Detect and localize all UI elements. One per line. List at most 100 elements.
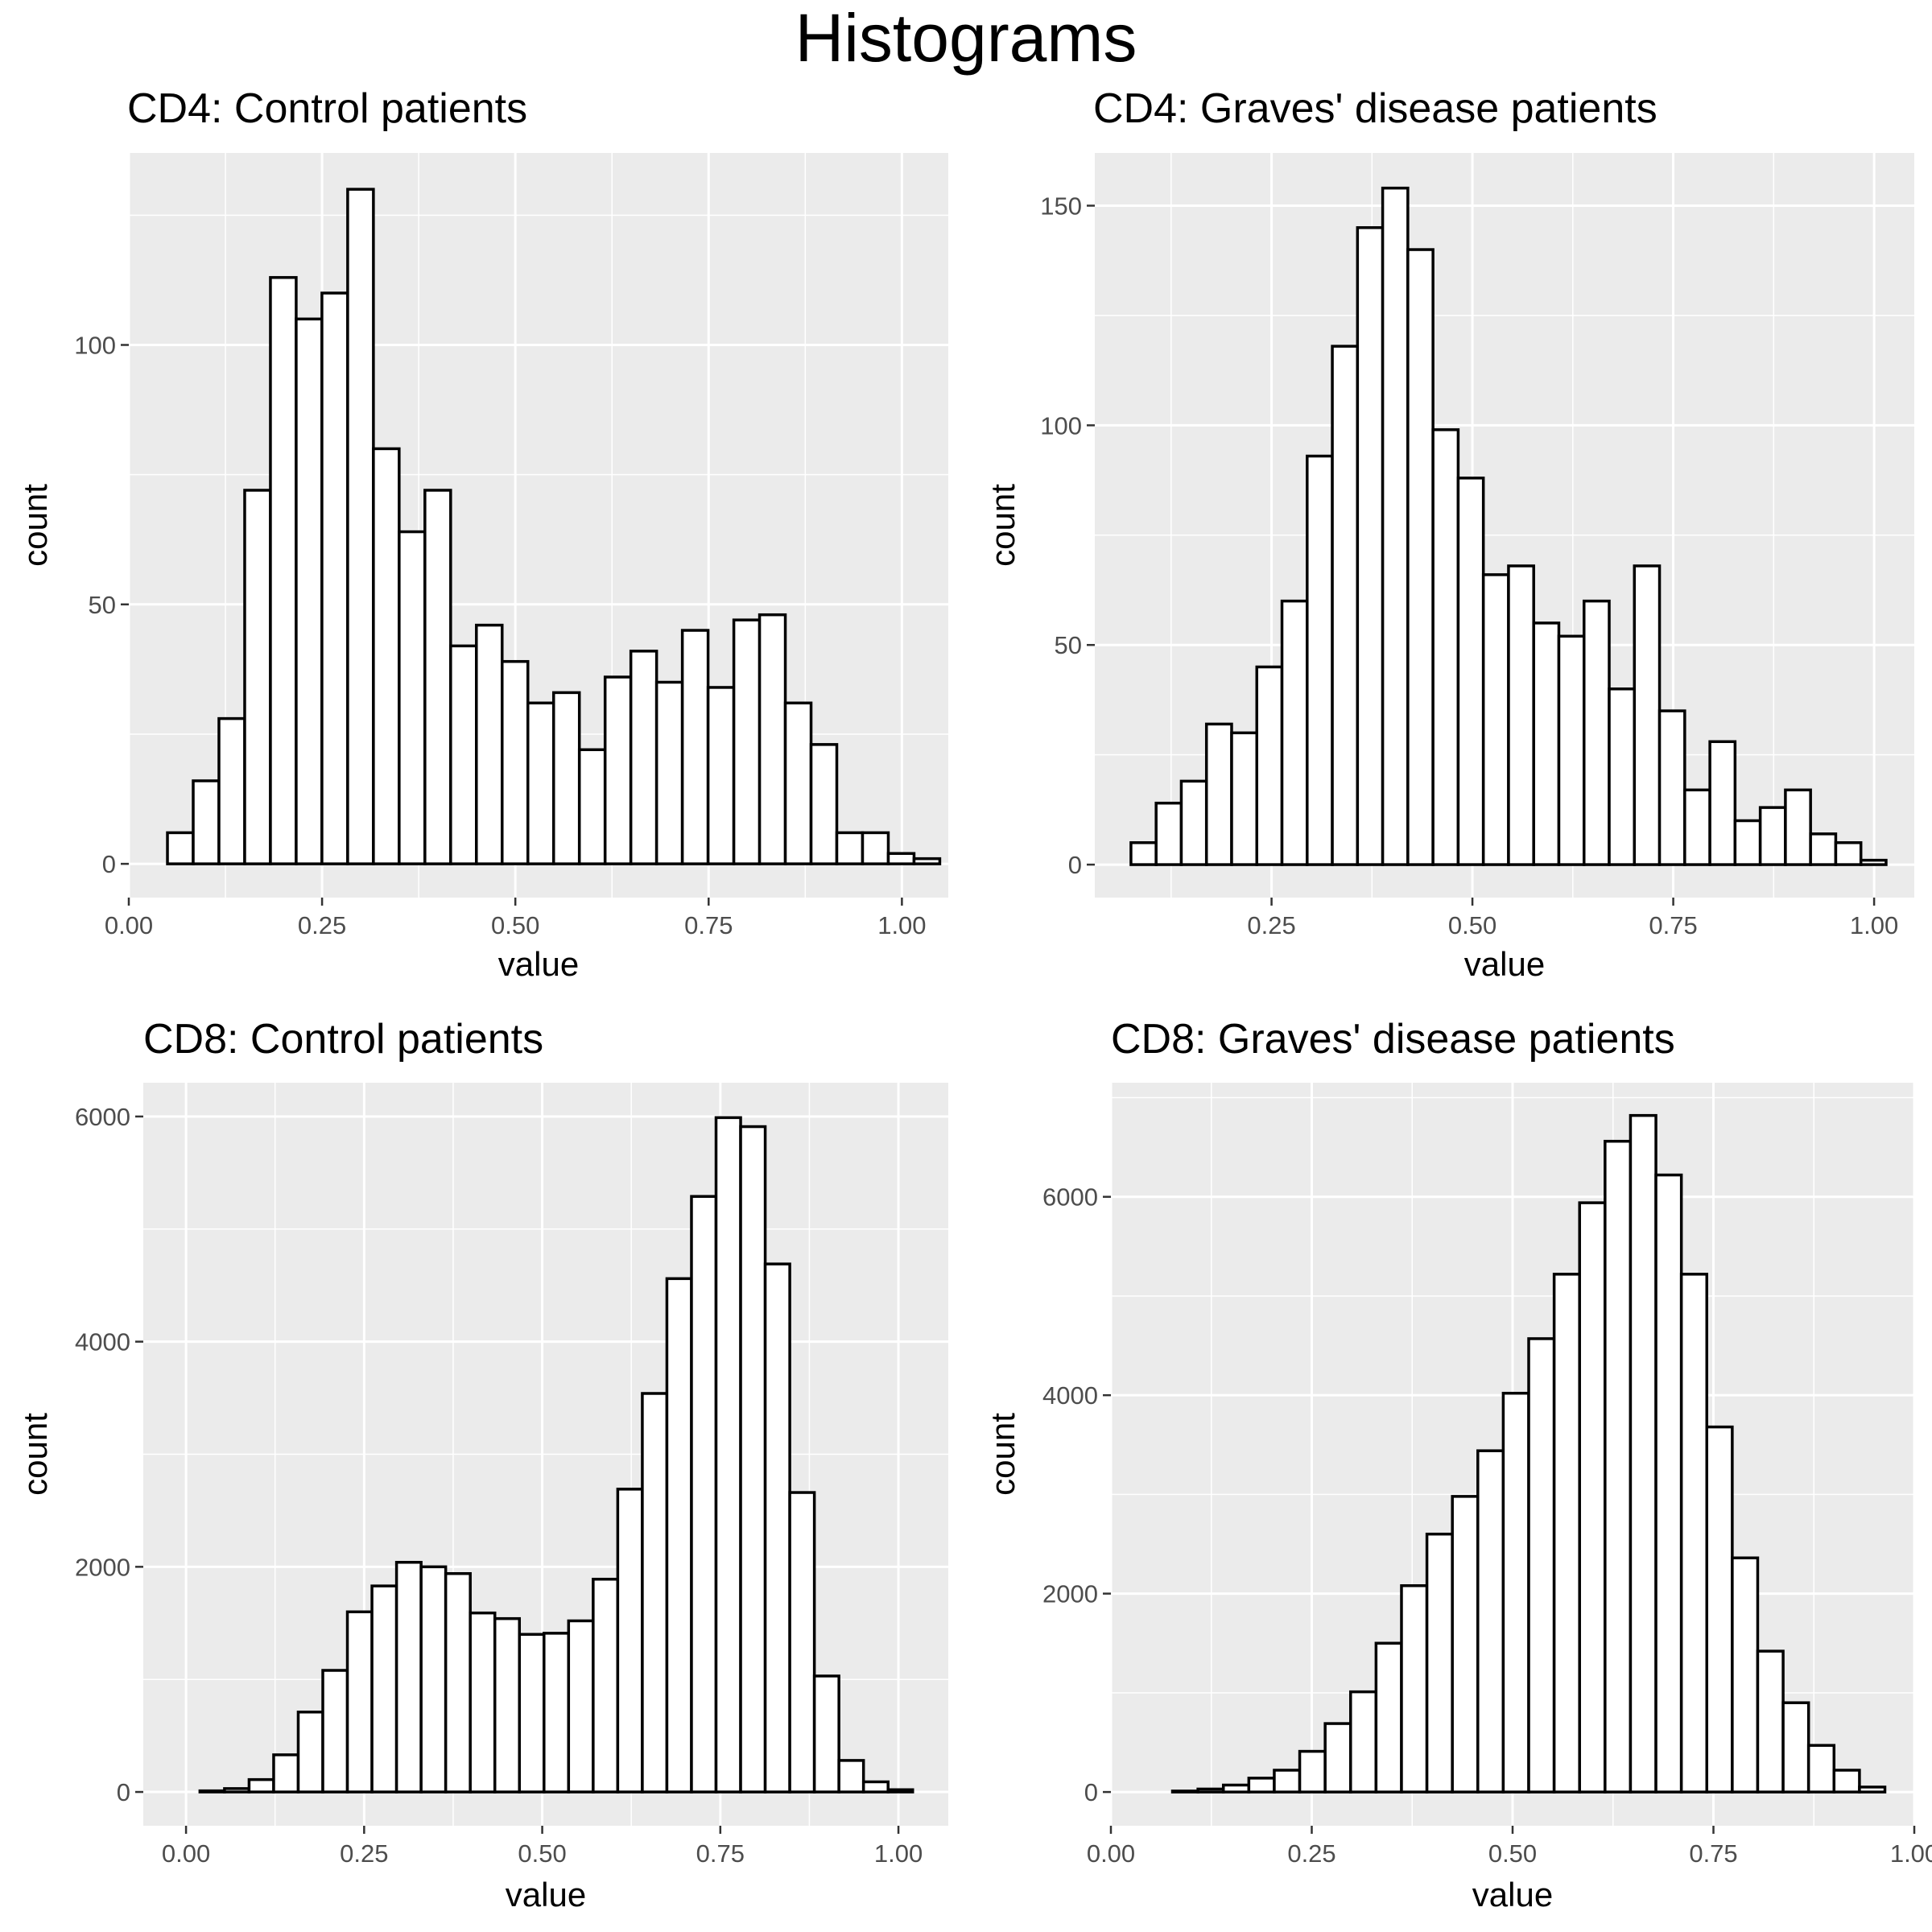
histogram-bar xyxy=(1708,740,1737,866)
figure-title: Histograms xyxy=(795,0,1137,76)
y-axis-title: count xyxy=(984,484,1022,567)
histogram-bar xyxy=(1781,1701,1810,1794)
histogram-bar xyxy=(1204,722,1233,866)
histogram-bar xyxy=(1306,454,1334,866)
histogram-bar xyxy=(1733,819,1762,866)
x-tick-label: 0.50 xyxy=(1448,911,1496,939)
histogram-bar xyxy=(449,644,478,865)
histogram-bar xyxy=(217,716,246,865)
histogram-bar xyxy=(272,1753,300,1794)
histogram-bar xyxy=(1859,858,1888,866)
panel-title: CD8: Graves' disease patients xyxy=(1111,1016,1675,1063)
histogram-bar xyxy=(732,618,762,865)
histogram-bar xyxy=(1758,806,1787,866)
chart-panel-1: 0.00 0.25 0.50 0.75 1.00 0 50 100 CD4: Control p… xyxy=(16,85,948,983)
histogram-bar xyxy=(269,275,298,865)
histogram-bar xyxy=(835,831,865,865)
x-tick-label: 0.75 xyxy=(684,911,733,939)
histogram-bar xyxy=(1679,1273,1709,1794)
histogram-bar xyxy=(665,1277,693,1794)
histogram-bar xyxy=(1608,687,1637,866)
y-tick-label: 6000 xyxy=(75,1103,130,1131)
y-tick-label: 4000 xyxy=(1042,1381,1098,1410)
histogram-bar xyxy=(641,1392,669,1794)
histogram-bar xyxy=(629,650,658,865)
histogram-bar xyxy=(320,291,349,865)
histogram-bar xyxy=(198,1789,226,1794)
x-tick-label: 1.00 xyxy=(877,911,926,939)
histogram-bar xyxy=(1179,779,1208,866)
x-tick-label: 0.25 xyxy=(1247,911,1295,939)
x-tick-label: 0.25 xyxy=(298,911,346,939)
histogram-bar xyxy=(1255,665,1284,866)
histogram-bar xyxy=(1431,428,1460,866)
histogram-bar xyxy=(912,857,942,865)
histogram-bar xyxy=(809,743,839,865)
histogram-bar xyxy=(1425,1532,1454,1794)
histogram-bar xyxy=(788,1491,816,1794)
histogram-bar xyxy=(1654,1173,1683,1794)
histogram-bar xyxy=(886,1788,914,1794)
histogram-bar xyxy=(1784,788,1812,866)
panel-title: CD4: Control patients xyxy=(127,85,527,132)
histogram-bar xyxy=(1298,1749,1327,1794)
histogram-bar xyxy=(372,447,401,865)
histogram-bar xyxy=(1381,186,1410,866)
y-tick-label: 2000 xyxy=(1042,1580,1098,1608)
histogram-bar xyxy=(714,1116,742,1794)
histogram-bar xyxy=(469,1611,497,1794)
histogram-bar xyxy=(1481,573,1510,866)
histogram-bar xyxy=(783,701,813,865)
chart-panel-4: 0.00 0.25 0.50 0.75 1.00 0 2000 4000 6000 CD8: Gr… xyxy=(984,1016,1932,1913)
y-axis-title: count xyxy=(16,484,54,567)
histogram-bar xyxy=(861,1780,890,1794)
histogram-bar xyxy=(1604,1139,1633,1794)
histogram-bar xyxy=(1858,1785,1887,1794)
histogram-bar xyxy=(616,1488,644,1794)
histogram-bar xyxy=(1629,1113,1657,1794)
y-tick-label: 4000 xyxy=(75,1328,130,1356)
x-tick-label: 0.75 xyxy=(696,1839,745,1868)
histogram-bar xyxy=(1374,1641,1403,1794)
histogram-bar xyxy=(192,779,221,865)
histogram-bar xyxy=(1331,345,1360,866)
histogram-bar xyxy=(1633,564,1662,866)
histogram-bar xyxy=(603,675,633,865)
histogram-bar xyxy=(1552,1273,1581,1794)
histogram-bar xyxy=(812,1674,840,1794)
y-axis-title: count xyxy=(16,1413,54,1496)
x-tick-label: 0.25 xyxy=(340,1839,388,1868)
histogram-bar xyxy=(223,1787,251,1794)
histogram-bar xyxy=(1154,801,1183,866)
histogram-bar xyxy=(1705,1425,1734,1794)
x-tick-label: 0.50 xyxy=(491,911,539,939)
histogram-bar xyxy=(296,1711,324,1794)
histogram-bar xyxy=(1129,841,1158,866)
histogram-bar xyxy=(592,1577,620,1794)
x-tick-label: 0.75 xyxy=(1649,911,1697,939)
histogram-bar xyxy=(758,613,787,865)
histogram-bar xyxy=(295,317,324,865)
histogram-bar xyxy=(1756,1649,1785,1794)
x-axis-title: value xyxy=(1464,945,1545,983)
histogram-bar xyxy=(577,748,607,865)
histogram-bar xyxy=(886,852,916,865)
y-tick-label: 0 xyxy=(117,1778,130,1806)
histogram-bar xyxy=(475,623,504,865)
x-tick-label: 0.50 xyxy=(518,1839,566,1868)
histogram-bar xyxy=(345,1610,374,1794)
y-tick-label: 150 xyxy=(1040,192,1082,220)
histogram-bar xyxy=(166,831,195,865)
histogram-bar xyxy=(444,1571,472,1794)
x-tick-label: 1.00 xyxy=(1850,911,1898,939)
histogram-bar xyxy=(763,1262,791,1794)
histogram-bar xyxy=(1349,1690,1378,1794)
histogram-bar xyxy=(1832,1769,1861,1794)
histogram-bar xyxy=(423,489,452,865)
histogram-bar xyxy=(370,1584,398,1794)
histogram-bar xyxy=(1323,1722,1352,1794)
histogram-bar xyxy=(398,530,427,865)
histogram-bar xyxy=(551,691,581,865)
histogram-bar xyxy=(1582,599,1611,866)
